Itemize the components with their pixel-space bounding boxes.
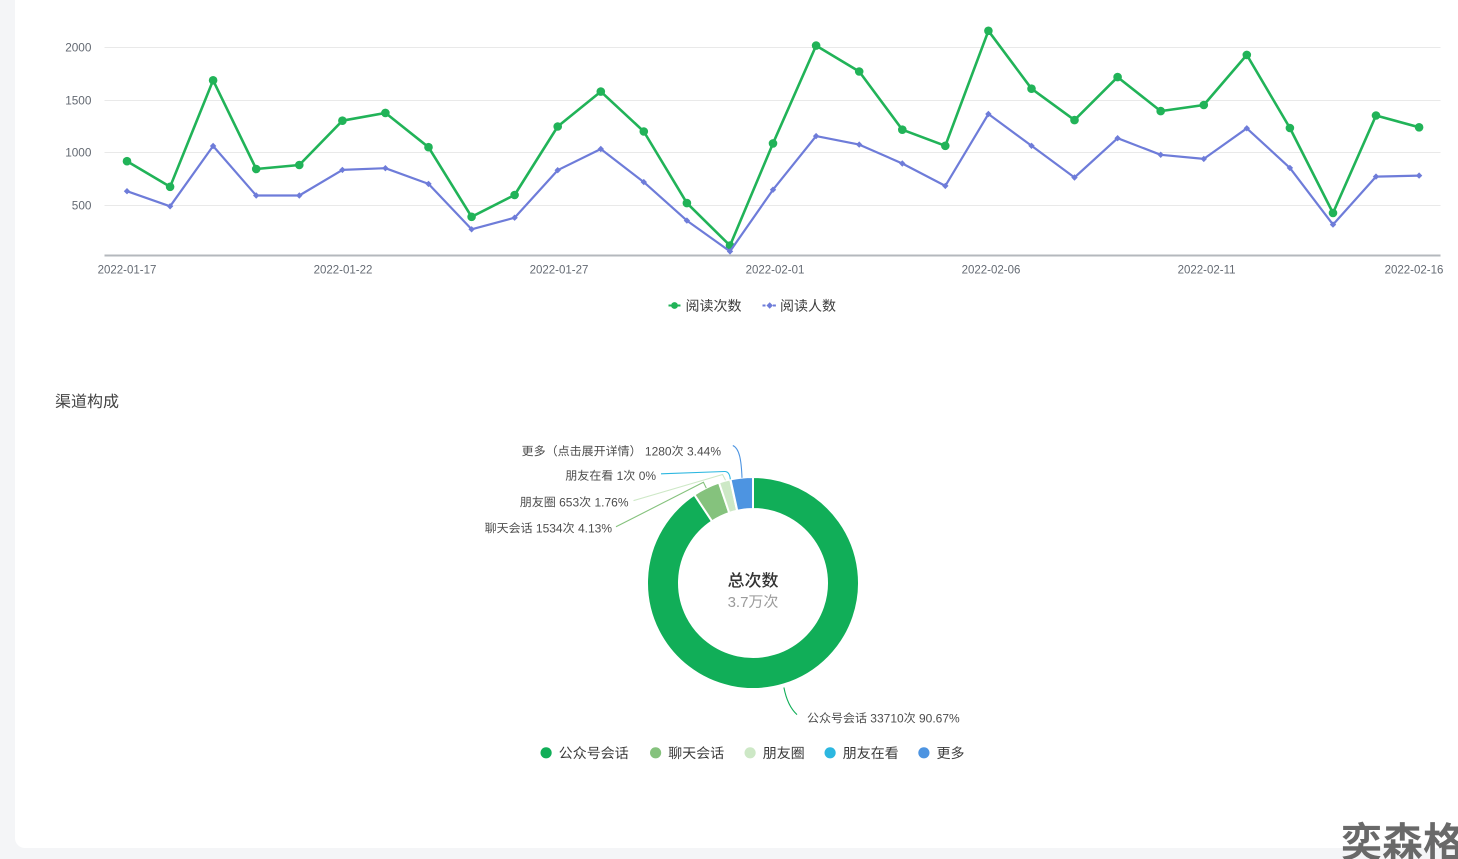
svg-text:653: 653 <box>559 495 579 509</box>
svg-text:1: 1 <box>617 469 624 483</box>
svg-text:33710: 33710 <box>870 711 904 725</box>
svg-text:500: 500 <box>72 199 92 213</box>
svg-text:1500: 1500 <box>65 94 92 108</box>
svg-text:2022-02-06: 2022-02-06 <box>962 265 1021 277</box>
svg-text:0%: 0% <box>639 469 657 483</box>
svg-text:1534: 1534 <box>536 521 563 535</box>
svg-text:2022-02-11: 2022-02-11 <box>1178 265 1236 277</box>
svg-text:1.76%: 1.76% <box>595 495 629 509</box>
svg-text:2022-01-22: 2022-01-22 <box>314 265 373 277</box>
svg-text:2000: 2000 <box>65 41 92 55</box>
svg-text:4.13%: 4.13% <box>578 521 612 535</box>
svg-text:1000: 1000 <box>65 146 92 160</box>
svg-text:3.7: 3.7 <box>728 594 749 611</box>
svg-text:2022-02-16: 2022-02-16 <box>1385 265 1444 277</box>
svg-text:2022-02-01: 2022-02-01 <box>746 265 805 277</box>
svg-text:3.44%: 3.44% <box>687 444 721 458</box>
svg-text:2022-01-17: 2022-01-17 <box>98 265 157 277</box>
svg-text:1280: 1280 <box>645 444 672 458</box>
svg-text:2022-01-27: 2022-01-27 <box>530 265 589 277</box>
svg-text:90.67%: 90.67% <box>919 711 960 725</box>
